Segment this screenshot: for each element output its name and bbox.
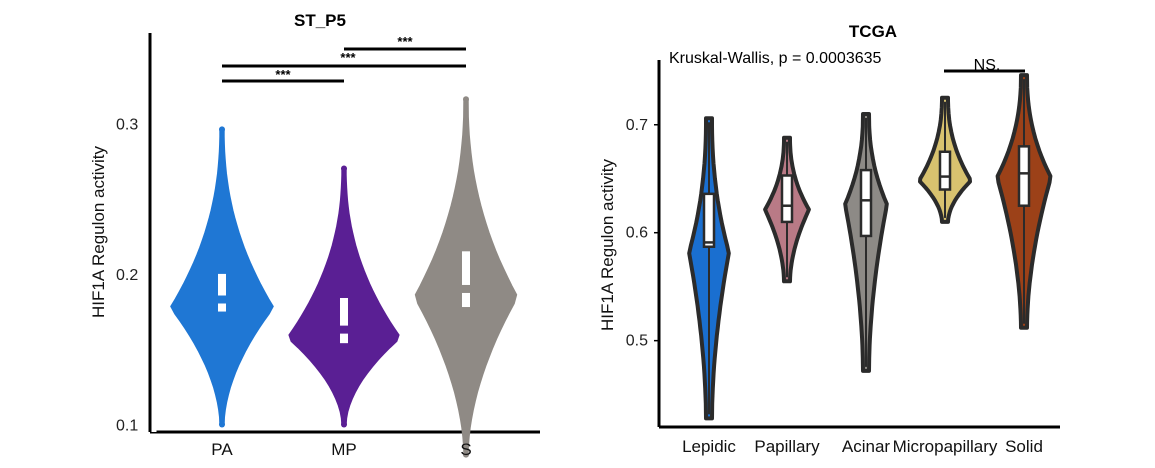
chart-subtitle: Kruskal-Wallis, p = 0.0003635 [669,50,882,67]
y-tick-label: 0.6 [626,225,648,242]
significance-label: *** [275,67,291,82]
x-tick-label: MP [331,440,357,459]
x-tick-label: Acinar [842,437,891,456]
box [938,150,952,191]
box-lower [462,292,470,308]
x-tick-label: Micropapillary [893,437,998,456]
y-axis-title: HIF1A Regulon activity [598,159,617,331]
box-upper [340,297,348,326]
outlier-point [463,96,469,103]
y-tick-label: 0.2 [116,267,138,284]
y-axis-title: HIF1A Regulon activity [89,146,108,318]
panel-tcga: TCGA Kruskal-Wallis, p = 0.0003635 0.5 0.6 0… [598,22,1060,456]
y-tick-label: 0.3 [116,116,138,133]
x-tick-label: PA [211,440,233,459]
outlier-point [219,126,225,133]
box-upper [462,251,470,285]
panel-st-p5: ST_P5 0.1 0.2 0.3 HIF1A Regulon activity PA MP… [89,11,540,459]
tick-clip-mask [148,33,157,432]
chart-title: TCGA [849,22,897,41]
box [859,168,873,238]
x-tick-label: S [460,440,471,459]
box [702,192,716,248]
violin-body [288,167,400,426]
y-tick-label: 0.7 [626,117,648,134]
outlier-point [219,421,225,428]
chart-title: ST_P5 [294,11,346,30]
significance-label: *** [397,34,413,49]
box-lower [218,303,226,312]
x-tick-label: Solid [1005,437,1043,456]
box [780,174,794,224]
box-lower [340,333,348,344]
y-tick-label: 0.1 [116,417,138,434]
outlier-point [463,451,469,458]
y-tick-label: 0.5 [626,333,648,350]
box [1017,145,1031,207]
significance-label: NS. [974,57,1001,74]
box-upper [218,273,226,296]
x-tick-label: Lepidic [682,437,736,456]
significance-label: *** [340,50,356,65]
outlier-point [341,165,347,172]
x-tick-label: Papillary [754,437,820,456]
outlier-point [341,421,347,428]
